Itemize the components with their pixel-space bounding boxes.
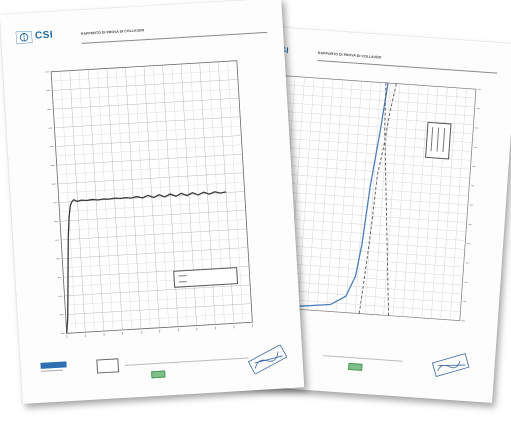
gridline-vertical	[227, 61, 244, 323]
front-legend-line	[178, 281, 187, 283]
front-report-title: RAPPORTO DI PROVA DI COLLAUDO	[80, 28, 145, 36]
back-legend-line	[430, 127, 434, 152]
gridline-vertical	[354, 81, 372, 314]
back-approval-badge	[348, 362, 363, 371]
front-footer-logo-rule	[40, 369, 63, 372]
gridline-vertical	[307, 78, 324, 310]
gridline-vertical	[440, 87, 458, 320]
gridline-vertical	[335, 80, 353, 312]
gridline-vertical	[373, 83, 391, 315]
gridline-vertical	[383, 83, 401, 316]
back-legend-line	[436, 127, 440, 152]
front-report-sheet: CSI RAPPORTO DI PROVA DI COLLAUDO	[15, 28, 288, 379]
front-chart	[45, 60, 253, 339]
front-legend-line	[178, 275, 187, 277]
series-line	[384, 82, 390, 316]
gridline-vertical	[297, 77, 315, 310]
front-footer-logo	[40, 361, 67, 369]
back-report-title: RAPPORTO DI PROVA DI COLLAUDO	[317, 51, 382, 60]
series-line	[66, 191, 227, 334]
front-footer-box	[96, 358, 120, 374]
front-approval-badge	[151, 370, 166, 379]
back-report-sheet: CSI RAPPORTO DI PROVA DI COLLAUDO	[220, 24, 511, 404]
back-legend-line	[442, 128, 446, 153]
gridline-vertical	[450, 88, 467, 320]
front-logo-text: CSI	[34, 29, 54, 42]
gridline-vertical	[115, 67, 132, 330]
gridline-vertical	[153, 65, 170, 328]
back-chart	[249, 74, 481, 322]
gridline-vertical	[402, 85, 420, 317]
logo-icon	[15, 30, 33, 44]
signature-stamp-icon	[247, 344, 288, 375]
gridline-vertical	[60, 71, 77, 333]
gridline-vertical	[326, 79, 343, 312]
gridline-vertical	[411, 85, 429, 318]
back-legend	[425, 121, 452, 160]
signature-stamp-icon	[431, 353, 470, 377]
gridline-vertical	[364, 82, 381, 314]
gridline-vertical	[392, 84, 410, 316]
series-line	[260, 82, 389, 308]
gridline-vertical	[97, 68, 114, 331]
back-footer-rule	[322, 355, 403, 362]
gridline-vertical	[345, 81, 362, 313]
gridline-vertical	[316, 79, 334, 311]
series-line	[358, 83, 397, 314]
gridline-vertical	[106, 68, 123, 330]
